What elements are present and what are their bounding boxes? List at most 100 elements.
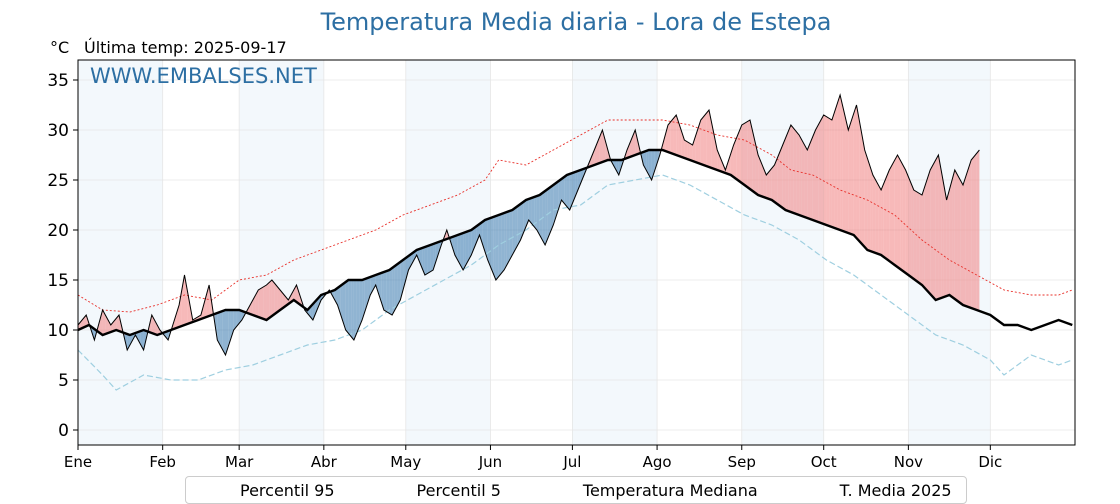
anomaly-fill-above [818, 120, 821, 223]
anomaly-fill-above [859, 120, 862, 244]
anomaly-fill-above [714, 136, 718, 170]
anomaly-fill-below [515, 206, 518, 250]
anomaly-fill-above [960, 180, 964, 305]
anomaly-fill-below [550, 185, 554, 232]
anomaly-fill-below [509, 210, 513, 260]
anomaly-fill-below [484, 219, 488, 260]
anomaly-fill-above [952, 170, 955, 299]
legend-item-p95: Percentil 95 [186, 481, 335, 500]
chart-legend: Percentil 95 Percentil 5 Temperatura Med… [185, 476, 967, 504]
anomaly-fill-below [220, 311, 223, 350]
anomaly-fill-above [916, 191, 920, 283]
anomaly-fill-above [255, 290, 259, 317]
anomaly-fill-above [703, 113, 707, 166]
anomaly-fill-above [108, 320, 111, 333]
anomaly-fill-above [179, 290, 182, 327]
anomaly-fill-above [280, 290, 283, 310]
anomaly-fill-above [261, 286, 264, 319]
anomaly-fill-above [840, 95, 843, 231]
anomaly-fill-below [482, 220, 485, 252]
anomaly-fill-below [348, 280, 352, 337]
month-band [162, 60, 240, 445]
anomaly-fill-below [536, 195, 540, 235]
anomaly-fill-below [356, 280, 360, 334]
anomaly-fill-below [222, 310, 226, 355]
anomaly-fill-below [405, 256, 409, 280]
y-tick-label: 15 [47, 271, 69, 291]
anomaly-fill-below [394, 264, 398, 310]
anomaly-fill-above [845, 118, 849, 233]
anomaly-fill-above [900, 160, 903, 271]
anomaly-fill-above [804, 145, 808, 218]
anomaly-fill-above [187, 290, 190, 324]
anomaly-fill-below [454, 235, 458, 260]
anomaly-fill-above [758, 155, 761, 196]
y-tick-label: 0 [58, 421, 69, 441]
anomaly-fill-below [351, 280, 354, 340]
anomaly-fill-above [271, 280, 275, 316]
anomaly-fill-below [490, 217, 494, 274]
plot-frame [77, 59, 1076, 446]
anomaly-fill-above [878, 185, 882, 255]
anomaly-fill-below [392, 266, 395, 315]
x-tick-label: Mar [225, 453, 254, 471]
anomaly-fill-above [708, 110, 712, 168]
anomaly-fill-below [239, 310, 242, 324]
anomaly-fill-above [695, 128, 699, 163]
anomaly-fill-below [359, 280, 363, 327]
anomaly-fill-above [946, 190, 950, 296]
anomaly-fill-above [911, 183, 914, 279]
anomaly-fill-below [138, 331, 141, 345]
chart-title: Temperatura Media diaria - Lora de Estep… [320, 8, 832, 36]
anomaly-fill-below [654, 150, 658, 172]
anomaly-fill-below [506, 211, 510, 265]
anomaly-fill-below [312, 301, 316, 320]
x-tick-label: Nov [894, 453, 923, 471]
x-tick-label: Ene [64, 453, 92, 471]
anomaly-fill-below [411, 252, 414, 265]
anomaly-fill-above [766, 171, 770, 199]
anomaly-fill-below [332, 290, 335, 300]
month-band [323, 60, 406, 445]
x-tick-label: Feb [149, 453, 176, 471]
anomaly-fill-above [851, 113, 854, 235]
anomaly-fill-below [561, 177, 565, 204]
x-tick-label: Abr [311, 453, 338, 471]
y-tick-label: 35 [47, 71, 69, 91]
anomaly-fill-above [605, 140, 608, 161]
anomaly-fill-below [465, 231, 469, 265]
anomaly-fill-above [203, 295, 207, 318]
anomaly-fill-above [894, 155, 898, 267]
anomaly-fill-above [927, 170, 931, 294]
anomaly-fill-above [258, 288, 262, 318]
y-tick-label: 20 [47, 221, 69, 241]
anomaly-fill-below [569, 173, 573, 210]
anomaly-fill-above [842, 106, 846, 232]
anomaly-fill-below [424, 246, 428, 275]
anomaly-fill-above [886, 170, 890, 261]
anomaly-fill-above [965, 168, 969, 307]
anomaly-fill-above [971, 156, 974, 309]
anomaly-fill-below [353, 280, 357, 340]
anomaly-fill-above [943, 185, 947, 297]
anomaly-fill-below [435, 242, 439, 262]
anomaly-fill-below [457, 234, 461, 265]
last-update-label: Última temp: 2025-09-17 [84, 38, 287, 57]
anomaly-fill-below [539, 193, 543, 240]
anomaly-fill-above [949, 180, 953, 297]
anomaly-fill-above [684, 140, 688, 159]
anomaly-fill-above [902, 165, 906, 273]
anomaly-fill-below [646, 150, 649, 175]
anomaly-fill-above [785, 131, 789, 211]
anomaly-fill-below [468, 230, 472, 260]
month-band [657, 60, 742, 445]
month-band [239, 60, 324, 445]
anomaly-fill-below [375, 274, 379, 294]
anomaly-fill-above [905, 170, 909, 275]
anomaly-fill-above [908, 176, 912, 277]
anomaly-fill-above [99, 310, 103, 335]
anomaly-fill-above [296, 285, 300, 304]
anomaly-fill-above [176, 305, 180, 328]
anomaly-fill-above [771, 165, 775, 202]
anomaly-fill-below [553, 183, 557, 225]
